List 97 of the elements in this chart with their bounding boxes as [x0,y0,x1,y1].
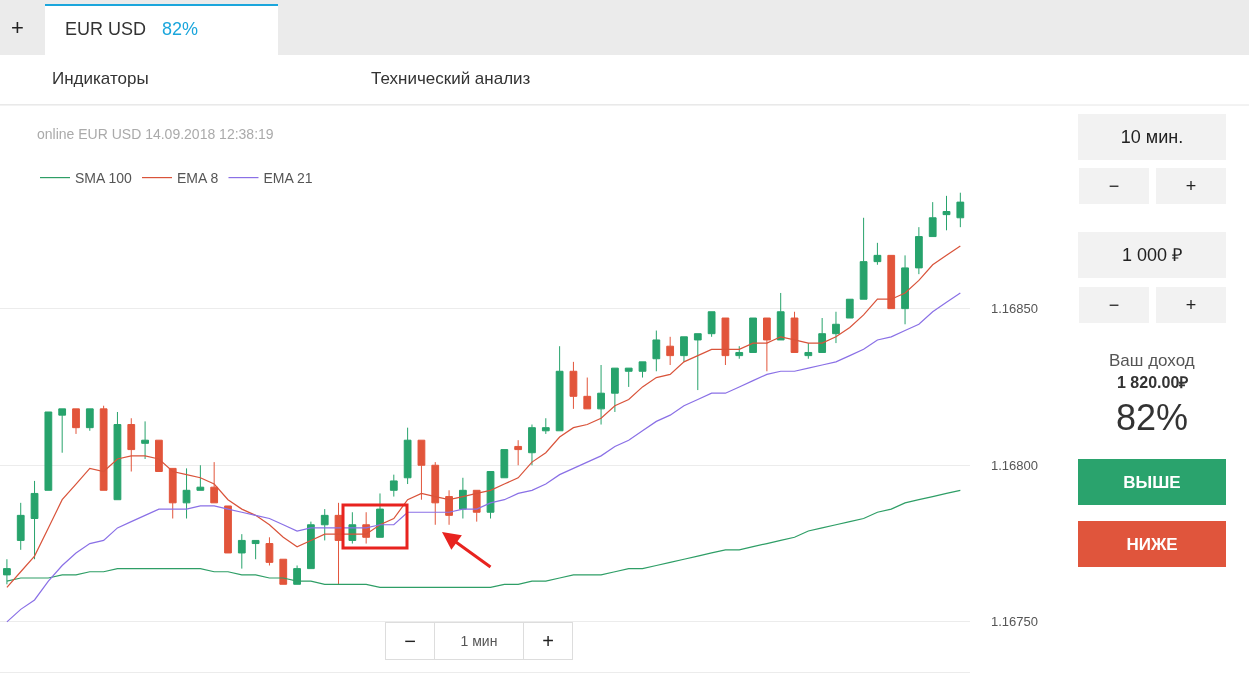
candlestick [707,311,716,338]
candlestick [611,367,619,413]
line-series [6,245,961,589]
candlestick [624,367,633,388]
candlestick [307,521,315,570]
candlestick [500,449,509,479]
text: 10 мин. [1120,127,1184,147]
candlestick [887,254,896,310]
candlestick [224,505,232,554]
candlestick [58,408,67,454]
candlestick [652,330,661,372]
candlestick [113,411,122,501]
candlestick [680,336,688,363]
annotation: online EUR USD 14.09.2018 12:38:19 [37,126,274,142]
text: 82% [162,19,199,39]
candlestick [666,336,675,366]
text: НИЖЕ [1126,534,1178,554]
candlestick [832,311,840,344]
legend-label: EMA 8 [177,170,219,187]
candlestick [486,471,495,519]
text: − [1108,295,1120,315]
candlestick [279,558,288,585]
candlestick [334,502,343,585]
line-series [6,489,961,589]
candlestick [693,333,702,391]
candlestick [445,489,453,526]
candlestick [459,477,467,519]
annotation: − [404,630,416,652]
candlestick [168,467,177,519]
candlestick [956,192,965,228]
y-tick-label: 1.16800 [991,457,1038,473]
candlestick [901,254,909,325]
text: 1 820.00₽ [1117,374,1189,391]
annotation: 1 мин [460,633,498,649]
candlestick [417,439,426,501]
candlestick [293,564,301,585]
candlestick [472,489,481,523]
candlestick [44,411,53,491]
y-tick-label: 1.16850 [991,301,1038,317]
candlestick [265,536,274,566]
candlestick [389,474,398,498]
candlestick [210,461,219,504]
candlestick [569,361,578,410]
candlestick [928,201,937,238]
candlestick [320,508,329,541]
candlestick [583,377,592,410]
candlestick [85,408,94,432]
legend-label: EMA 21 [263,170,313,187]
text: ВЫШЕ [1123,472,1181,492]
candlestick [859,217,868,300]
candlestick [99,405,108,491]
candlestick [528,424,536,466]
candlestick [16,502,25,551]
candlestick [763,317,771,372]
candlestick [914,226,923,275]
annotation: + [542,630,554,652]
candlestick [804,342,813,360]
candlestick [776,292,785,341]
candlestick [597,364,605,426]
text: Индикаторы [52,69,149,88]
candlestick [376,492,384,538]
candlestick [749,317,757,353]
candlestick [196,464,205,491]
candlestick [237,533,246,570]
legend-label: SMA 100 [75,170,133,187]
line-series [6,292,961,623]
y-tick-label: 1.16750 [991,614,1038,630]
text: + [1185,176,1197,196]
text: + [1185,295,1197,315]
candlestick [251,539,260,560]
candlestick [182,467,191,519]
text: 1 000 ₽ [1121,245,1183,265]
text: + [11,15,24,40]
candlestick [72,408,80,435]
candlestick [141,420,149,460]
candlestick [942,195,951,231]
candlestick [403,427,412,485]
candlestick [638,361,647,379]
candlestick [735,345,744,360]
candlestick [873,242,882,266]
candlestick [541,417,550,435]
candlestick [818,317,827,353]
candlestick [362,511,371,545]
text: − [1108,176,1120,196]
candlestick [845,298,854,319]
candlestick [431,461,440,526]
candlestick [127,417,136,473]
text: Ваш доход [1109,351,1195,370]
text: EUR USD [65,19,147,39]
text: 82% [1116,397,1189,438]
text: Технический анализ [371,69,531,88]
candlestick [155,439,163,473]
candlestick [30,480,39,560]
candlestick [790,311,799,353]
candlestick [721,317,730,366]
candlestick [514,439,523,466]
candlestick [555,345,564,432]
